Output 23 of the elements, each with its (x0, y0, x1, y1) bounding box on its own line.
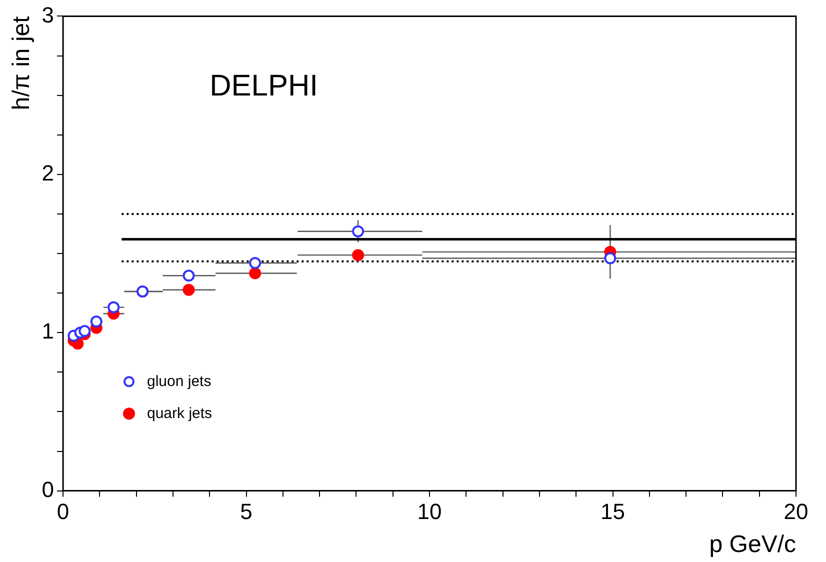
legend-label: quark jets (147, 404, 212, 422)
y-tick-label: 0 (42, 476, 54, 502)
point (604, 252, 616, 264)
point (249, 267, 262, 280)
point (352, 249, 364, 262)
point (90, 316, 102, 328)
point (78, 325, 91, 338)
x-tick-label: 15 (600, 499, 625, 524)
point (249, 256, 262, 269)
y-tick-label: 2 (42, 160, 54, 186)
x-tick-label: 10 (417, 499, 442, 524)
annotation: DELPHI (210, 70, 318, 103)
x-tick-label: 5 (240, 499, 252, 524)
legend-label: gluon jets (147, 372, 212, 390)
y-tick-label: 1 (42, 318, 54, 344)
point (182, 270, 195, 282)
point (182, 284, 195, 296)
x-axis-title: p GeV/c (709, 531, 796, 558)
point (352, 225, 364, 238)
y-axis-title: h/π in jet (8, 16, 36, 110)
x-tick-label: 20 (784, 499, 808, 524)
y-tick-label: 3 (42, 2, 54, 28)
point (108, 301, 120, 314)
